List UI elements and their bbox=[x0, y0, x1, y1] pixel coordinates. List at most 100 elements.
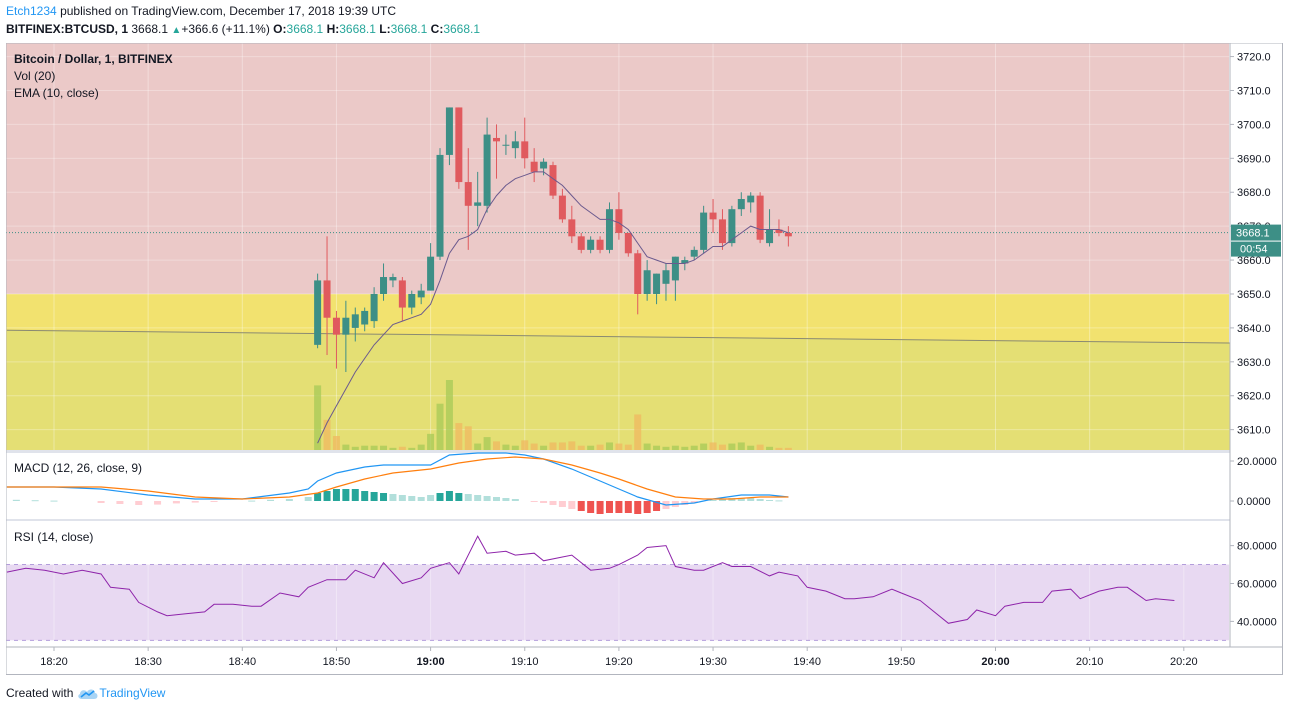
time-tick-label: 20:10 bbox=[1076, 656, 1104, 668]
pane-divider bbox=[6, 519, 1283, 521]
candle-body bbox=[549, 165, 557, 196]
volume-bar bbox=[700, 443, 708, 450]
macd-histogram-bar bbox=[747, 498, 755, 501]
legend-main: Bitcoin / Dollar, 1, BITFINEX bbox=[14, 52, 173, 66]
volume-bar bbox=[643, 443, 651, 450]
candle-body bbox=[681, 260, 689, 264]
candle-body bbox=[634, 253, 642, 294]
legend-rsi: RSI (14, close) bbox=[14, 530, 93, 544]
candle-body bbox=[662, 270, 670, 284]
macd-histogram-bar bbox=[540, 501, 548, 503]
candle-body bbox=[380, 277, 388, 294]
candle-body bbox=[464, 182, 472, 206]
chart-canvas[interactable]: 3720.03710.03700.03690.03680.03670.03660… bbox=[6, 43, 1283, 675]
volume-bar bbox=[389, 447, 397, 450]
macd-histogram-bar bbox=[436, 493, 444, 501]
time-tick-label: 18:30 bbox=[134, 656, 162, 668]
time-tick-label: 19:30 bbox=[699, 656, 727, 668]
time-tick-label: 18:50 bbox=[323, 656, 351, 668]
candle-body bbox=[775, 229, 783, 233]
volume-bar bbox=[511, 445, 519, 450]
publisher-link[interactable]: Etch1234 bbox=[6, 4, 57, 18]
high-value: 3668.1 bbox=[339, 22, 376, 36]
candle-body bbox=[784, 232, 792, 237]
volume-bar bbox=[408, 447, 416, 450]
candle-body bbox=[587, 239, 595, 250]
volume-bar bbox=[718, 444, 726, 450]
macd-histogram-bar bbox=[135, 501, 143, 505]
time-tick-label: 18:20 bbox=[40, 656, 68, 668]
macd-histogram-bar bbox=[408, 496, 416, 501]
symbol-line: BITFINEX:BTCUSD, 1 3668.1 ▲+366.6 (+11.1… bbox=[6, 22, 480, 36]
macd-histogram-bar bbox=[361, 491, 369, 501]
created-with-label: Created with bbox=[6, 686, 74, 700]
low-value: 3668.1 bbox=[390, 22, 428, 36]
volume-bar bbox=[784, 447, 792, 450]
macd-histogram-bar bbox=[690, 501, 698, 503]
volume-bar bbox=[436, 403, 444, 450]
volume-bar bbox=[314, 385, 322, 450]
macd-histogram-bar bbox=[380, 493, 388, 501]
macd-histogram-bar bbox=[615, 501, 623, 513]
volume-bar bbox=[351, 446, 359, 450]
volume-bar bbox=[464, 426, 472, 450]
tradingview-logo[interactable]: TradingView bbox=[77, 686, 165, 700]
time-tick-label: 19:40 bbox=[793, 656, 821, 668]
volume-bar bbox=[455, 423, 463, 450]
macd-histogram-bar bbox=[210, 501, 218, 502]
volume-bar bbox=[775, 447, 783, 450]
price-tick-label: 3660.0 bbox=[1237, 255, 1271, 267]
rsi-tick-label: 80.0000 bbox=[1237, 541, 1277, 553]
volume-bar bbox=[756, 444, 764, 450]
symbol-label: BITFINEX:BTCUSD, 1 bbox=[6, 22, 129, 36]
volume-bar bbox=[342, 444, 350, 450]
volume-bar bbox=[323, 419, 331, 450]
macd-histogram-bar bbox=[116, 501, 124, 504]
volume-bar bbox=[681, 446, 689, 450]
candle-body bbox=[389, 277, 397, 281]
legend-macd: MACD (12, 26, close, 9) bbox=[14, 461, 142, 475]
macd-histogram-bar bbox=[314, 493, 322, 501]
chart-frame[interactable]: 3720.03710.03700.03690.03680.03670.03660… bbox=[6, 43, 1283, 675]
candle-body bbox=[558, 195, 566, 220]
volume-bar bbox=[558, 442, 566, 450]
macd-histogram-bar bbox=[12, 499, 20, 501]
candle-body bbox=[709, 212, 717, 220]
candle-body bbox=[577, 236, 585, 250]
macd-histogram-bar bbox=[737, 498, 745, 501]
macd-histogram-bar bbox=[653, 501, 661, 511]
macd-histogram-bar bbox=[417, 497, 425, 501]
time-tick-label: 18:40 bbox=[229, 656, 257, 668]
volume-bar bbox=[417, 444, 425, 450]
volume-bar bbox=[662, 446, 670, 450]
price-tick-label: 3720.0 bbox=[1237, 52, 1271, 64]
candle-body bbox=[653, 273, 661, 294]
time-tick-label: 19:10 bbox=[511, 656, 539, 668]
macd-histogram-bar bbox=[172, 501, 180, 504]
volume-bar bbox=[587, 445, 595, 450]
macd-histogram-bar bbox=[643, 501, 651, 513]
macd-histogram-bar bbox=[248, 500, 256, 502]
volume-bar bbox=[502, 444, 510, 450]
macd-histogram-bar bbox=[766, 500, 774, 501]
frame-border bbox=[6, 43, 1283, 675]
candle-body bbox=[671, 256, 679, 281]
time-tick-label: 19:20 bbox=[605, 656, 633, 668]
macd-histogram-bar bbox=[709, 500, 717, 501]
price-tick-label: 3650.0 bbox=[1237, 289, 1271, 301]
price-tick-label: 3690.0 bbox=[1237, 153, 1271, 165]
macd-histogram-bar bbox=[634, 501, 642, 514]
volume-bar bbox=[690, 445, 698, 450]
macd-histogram-bar bbox=[285, 499, 293, 501]
price-tick-label: 3640.0 bbox=[1237, 323, 1271, 335]
candle-body bbox=[737, 199, 745, 210]
candle-body bbox=[502, 144, 510, 146]
volume-bar bbox=[474, 443, 482, 450]
candle-body bbox=[445, 107, 453, 155]
price-tick-label: 3710.0 bbox=[1237, 85, 1271, 97]
macd-histogram-bar bbox=[427, 495, 435, 501]
published-text: published on TradingView.com, December 1… bbox=[60, 4, 397, 18]
macd-histogram-bar bbox=[577, 501, 585, 511]
macd-histogram-bar bbox=[191, 501, 199, 503]
volume-bar bbox=[332, 436, 340, 450]
